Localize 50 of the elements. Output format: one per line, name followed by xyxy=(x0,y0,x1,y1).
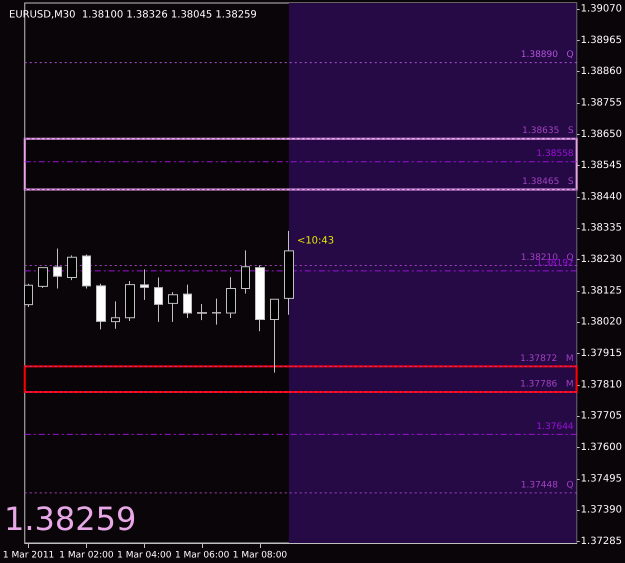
x-tick-label: 1 Mar 06:00 xyxy=(174,550,230,560)
candlestick xyxy=(111,300,120,330)
annotation: <10:43 xyxy=(296,236,334,247)
candlestick xyxy=(125,280,135,322)
y-tick-label: 1.37390 xyxy=(580,504,622,516)
candlestick xyxy=(197,304,207,321)
candlestick xyxy=(96,283,106,330)
ref-line-label: 1.38465 S xyxy=(522,176,574,187)
y-tick-label: 1.38545 xyxy=(580,160,622,172)
ref-line-label: 1.37448 Q xyxy=(520,480,574,490)
candlestick xyxy=(154,276,163,322)
y-tick-label: 1.37600 xyxy=(580,442,622,454)
candlestick xyxy=(67,254,77,281)
candlestick xyxy=(82,254,91,290)
candlestick xyxy=(168,292,178,322)
candlestick xyxy=(38,267,48,288)
y-tick-label: 1.38335 xyxy=(580,222,622,234)
y-tick-label: 1.37495 xyxy=(580,473,622,484)
candlestick xyxy=(226,276,236,319)
y-tick-label: 1.38125 xyxy=(580,285,622,296)
x-tick-label: 1 Mar 02:00 xyxy=(59,550,114,560)
y-tick-label: 1.37810 xyxy=(580,379,622,390)
y-tick-label: 1.39070 xyxy=(580,3,622,14)
ref-line-label: 1.38890 Q xyxy=(520,50,574,60)
ref-line-label: 1.38635 S xyxy=(522,126,574,136)
candlestick xyxy=(53,248,62,290)
ref-line-label: 1.37786 M xyxy=(520,380,574,390)
y-tick-label: 1.38650 xyxy=(580,128,622,140)
y-tick-label: 1.37705 xyxy=(580,410,622,422)
y-tick-label: 1.38755 xyxy=(580,97,622,108)
x-tick-label: 1 Mar 08:00 xyxy=(232,550,288,560)
candlestick xyxy=(255,264,265,332)
x-tick-label: 1 Mar 2011 xyxy=(2,550,54,560)
y-tick-label: 1.38020 xyxy=(580,316,622,328)
candlestick xyxy=(183,284,192,319)
ref-line-label: 1.37872 M xyxy=(520,354,574,364)
candlestick xyxy=(212,298,221,326)
candlestick xyxy=(270,298,279,374)
x-tick-label: 1 Mar 04:00 xyxy=(117,550,172,560)
y-tick-label: 1.38440 xyxy=(580,191,622,202)
y-tick-label: 1.37915 xyxy=(580,348,622,360)
candlestick xyxy=(140,268,149,300)
candlestick xyxy=(284,230,294,316)
y-tick-label: 1.38965 xyxy=(580,34,622,46)
y-tick-label: 1.38230 xyxy=(580,254,622,266)
y-tick-label: 1.38860 xyxy=(580,66,622,78)
y-tick-label: 1.37285 xyxy=(580,536,622,548)
ref-line-label: 1.38558 xyxy=(536,149,574,160)
ref-line-label: 1.37644 xyxy=(536,422,574,432)
candlestick xyxy=(241,250,250,294)
